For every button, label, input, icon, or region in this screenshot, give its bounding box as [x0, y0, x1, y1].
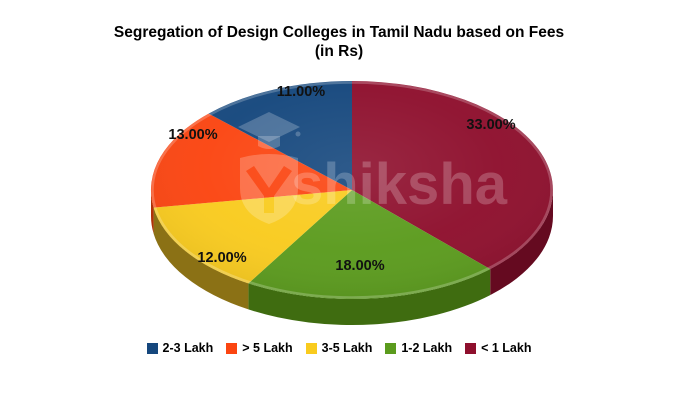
- pie-slice-side-1-lakh: [490, 190, 553, 296]
- pie-label-1-2-lakh: 18.00%: [335, 258, 384, 274]
- legend-item-1-2-lakh: 1-2 Lakh: [385, 341, 452, 355]
- legend-item-5-lakh: > 5 Lakh: [226, 341, 293, 355]
- chart-title-line2: (in Rs): [314, 43, 364, 60]
- pie-label-3-5-lakh: 12.00%: [197, 250, 246, 266]
- legend-item-2-3-lakh: 2-3 Lakh: [146, 341, 214, 355]
- legend-label-5-lakh: > 5 Lakh: [242, 341, 293, 355]
- legend-swatch-1-lakh: [465, 342, 477, 354]
- legend-item-3-5-lakh: 3-5 Lakh: [305, 341, 373, 355]
- legend-swatch-2-3-lakh: [146, 342, 158, 354]
- pie-label-5-lakh: 13.00%: [168, 127, 217, 143]
- legend-label-1-lakh: < 1 Lakh: [481, 341, 532, 355]
- pie-sheen: [151, 81, 553, 299]
- legend-label-3-5-lakh: 3-5 Lakh: [321, 341, 373, 355]
- pie-slice-side-1-2-lakh: [248, 269, 491, 325]
- pie-label-2-3-lakh: 11.00%: [277, 84, 325, 100]
- legend-swatch-3-5-lakh: [305, 342, 317, 354]
- legend-swatch-1-2-lakh: [385, 342, 397, 354]
- legend-label-2-3-lakh: 2-3 Lakh: [162, 341, 214, 355]
- legend-label-1-2-lakh: 1-2 Lakh: [401, 341, 453, 355]
- pie-slice-side-5-lakh: [150, 190, 154, 234]
- chart-title: Segregation of Design Colleges in Tamil …: [0, 23, 678, 61]
- pie-slice-side-3-5-lakh: [153, 207, 249, 310]
- legend-swatch-5-lakh: [226, 342, 238, 354]
- pie-rim-highlight: [151, 81, 553, 299]
- legend: 2-3 Lakh > 5 Lakh 3-5 Lakh 1-2 Lakh < 1 Lakh: [0, 341, 678, 355]
- legend-item-1-lakh: < 1 Lakh: [465, 341, 531, 355]
- chart-title-line1: Segregation of Design Colleges in Tamil …: [113, 24, 565, 41]
- pie-label-1-lakh: 33.00%: [466, 117, 515, 133]
